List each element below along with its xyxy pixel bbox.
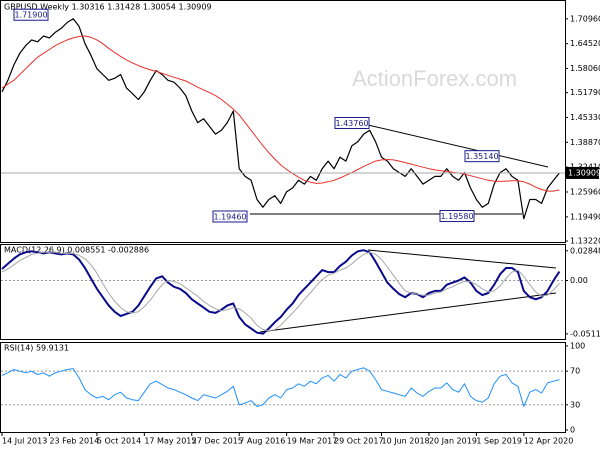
x-tick-label: 5 Oct 2014 <box>97 437 141 446</box>
x-tick-label: 1 Sep 2019 <box>476 437 522 446</box>
price-label: 1.19460 <box>213 212 246 221</box>
macd-title: MACD(12,26,9) 0.008551 -0.002886 <box>4 246 149 255</box>
series-line <box>1 35 560 192</box>
watermark: ActionForex.com <box>352 66 517 91</box>
price-label-box <box>334 117 370 130</box>
y-tick-label: 1.51790 <box>570 88 600 97</box>
y-tick-label: 0.028489 <box>570 246 600 255</box>
y-tick-label: 100 <box>570 341 585 350</box>
series-line <box>1 18 560 220</box>
trendline <box>367 124 549 168</box>
rsi-title: RSI(14) 59.9131 <box>4 344 69 353</box>
trendline <box>259 292 557 333</box>
y-tick-label: 1.70960 <box>570 14 600 23</box>
trendline <box>367 249 557 269</box>
x-tick-label: 19 Mar 2017 <box>287 437 338 446</box>
y-tick-label: 1.25960 <box>570 187 600 196</box>
y-tick-label: 1.38870 <box>570 138 600 147</box>
x-tick-label: 29 Oct 2017 <box>334 437 383 446</box>
y-tick-label: -0.051125 <box>570 329 600 338</box>
y-tick-label: 1.64520 <box>570 39 600 48</box>
x-tick-label: 12 Apr 2020 <box>524 437 573 446</box>
price-label-box <box>212 210 248 223</box>
y-tick-label: 1.45330 <box>570 113 600 122</box>
price-label: 1.35140 <box>465 152 498 161</box>
price-frame <box>0 0 566 243</box>
last-price-box <box>566 166 599 179</box>
price-label: 1.71900 <box>14 11 47 20</box>
x-tick-label: 23 Feb 2014 <box>49 437 99 446</box>
series-line <box>1 367 560 407</box>
price-label: 1.43760 <box>335 119 368 128</box>
price-label: 1.19580 <box>440 212 473 221</box>
y-tick-label: 0.00 <box>570 276 588 285</box>
last-price-label: 1.30909 <box>568 168 600 177</box>
y-tick-label: 70 <box>570 367 580 376</box>
y-tick-label: 30 <box>570 400 580 409</box>
y-tick-label: 0 <box>570 425 575 434</box>
price-label-box <box>439 210 475 223</box>
x-tick-label: 20 Jan 2019 <box>429 437 477 446</box>
y-tick-label: 1.58060 <box>570 64 600 73</box>
price-label-box <box>464 150 500 163</box>
x-tick-label: 10 Jun 2018 <box>382 437 430 446</box>
x-tick-label: 17 May 2015 <box>144 437 196 446</box>
series-line <box>1 251 560 332</box>
x-tick-label: 7 Aug 2016 <box>239 437 285 446</box>
x-tick-label: 14 Jul 2013 <box>2 437 47 446</box>
y-tick-label: 1.13220 <box>570 236 600 245</box>
y-tick-label: 1.19490 <box>570 212 600 221</box>
series-line <box>1 249 561 335</box>
chart-title: GBPUSD,Weekly 1.30316 1.31428 1.30054 1.… <box>4 3 212 12</box>
price-label-box <box>13 8 49 21</box>
rsi-frame <box>0 342 566 433</box>
macd-frame <box>0 244 566 340</box>
x-tick-label: 27 Dec 2015 <box>192 437 243 446</box>
